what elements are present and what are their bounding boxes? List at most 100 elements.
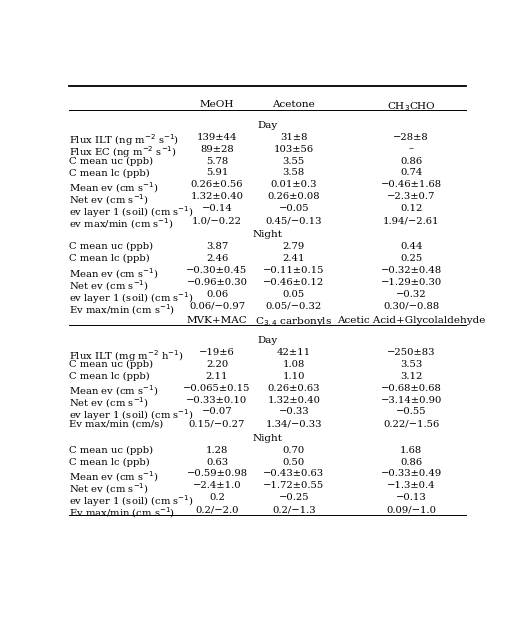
Text: −0.68±0.68: −0.68±0.68 [381,384,442,392]
Text: C mean uc (ppb): C mean uc (ppb) [69,446,153,455]
Text: 3.58: 3.58 [283,169,305,178]
Text: ev layer 1 (soil) (cm s$^{-1}$): ev layer 1 (soil) (cm s$^{-1}$) [69,408,194,423]
Text: Acetone: Acetone [272,100,315,109]
Text: 0.26±0.63: 0.26±0.63 [268,384,320,392]
Text: −0.30±0.45: −0.30±0.45 [186,266,247,275]
Text: −0.25: −0.25 [279,494,309,502]
Text: 1.32±0.40: 1.32±0.40 [191,192,243,201]
Text: C mean uc (ppb): C mean uc (ppb) [69,157,153,166]
Text: C mean lc (ppb): C mean lc (ppb) [69,254,150,264]
Text: Ev max/min (cm/s): Ev max/min (cm/s) [69,420,163,428]
Text: –: – [409,145,413,154]
Text: −0.33: −0.33 [279,408,309,416]
Text: Net ev (cm s$^{-1}$): Net ev (cm s$^{-1}$) [69,278,149,293]
Text: 0.74: 0.74 [400,169,422,178]
Text: 1.68: 1.68 [400,446,422,454]
Text: 2.46: 2.46 [206,254,228,264]
Text: Day: Day [257,121,278,130]
Text: C$_{3,4}$ carbonyls: C$_{3,4}$ carbonyls [255,316,333,331]
Text: −0.065±0.15: −0.065±0.15 [183,384,251,392]
Text: −28±8: −28±8 [393,133,429,142]
Text: Night: Night [253,231,282,240]
Text: Net ev (cm s$^{-1}$): Net ev (cm s$^{-1}$) [69,396,149,410]
Text: −0.32±0.48: −0.32±0.48 [381,266,442,275]
Text: −0.14: −0.14 [201,204,232,213]
Text: 0.15/−0.27: 0.15/−0.27 [189,420,245,428]
Text: −0.13: −0.13 [396,494,426,502]
Text: 0.44: 0.44 [400,242,422,252]
Text: −0.96±0.30: −0.96±0.30 [186,278,247,287]
Text: −1.3±0.4: −1.3±0.4 [387,482,435,490]
Text: 5.91: 5.91 [206,169,228,178]
Text: Ev max/min (cm s$^{-1}$): Ev max/min (cm s$^{-1}$) [69,505,175,520]
Text: −1.29±0.30: −1.29±0.30 [381,278,442,287]
Text: −0.33±0.10: −0.33±0.10 [186,396,247,404]
Text: C mean uc (ppb): C mean uc (ppb) [69,360,153,369]
Text: Day: Day [257,336,278,345]
Text: ev layer 1 (soil) (cm s$^{-1}$): ev layer 1 (soil) (cm s$^{-1}$) [69,494,194,509]
Text: 0.63: 0.63 [206,458,228,466]
Text: 0.45/−0.13: 0.45/−0.13 [266,216,322,225]
Text: −0.07: −0.07 [201,408,232,416]
Text: Flux ILT (ng m$^{-2}$ s$^{-1}$): Flux ILT (ng m$^{-2}$ s$^{-1}$) [69,133,180,149]
Text: 1.28: 1.28 [206,446,228,454]
Text: 1.32±0.40: 1.32±0.40 [267,396,321,404]
Text: −2.4±1.0: −2.4±1.0 [193,482,241,490]
Text: 0.06: 0.06 [206,290,228,299]
Text: 2.20: 2.20 [206,360,228,369]
Text: Mean ev (cm s$^{-1}$): Mean ev (cm s$^{-1}$) [69,470,159,484]
Text: 3.53: 3.53 [400,360,422,369]
Text: 89±28: 89±28 [200,145,234,154]
Text: 0.01±0.3: 0.01±0.3 [270,180,317,190]
Text: −3.14±0.90: −3.14±0.90 [381,396,442,404]
Text: 3.55: 3.55 [283,157,305,166]
Text: 0.50: 0.50 [283,458,305,466]
Text: MeOH: MeOH [200,100,234,109]
Text: 0.26±0.08: 0.26±0.08 [267,192,320,201]
Text: 0.30/−0.88: 0.30/−0.88 [383,302,440,311]
Text: 0.09/−1.0: 0.09/−1.0 [386,505,436,514]
Text: 0.26±0.56: 0.26±0.56 [191,180,243,190]
Text: C mean lc (ppb): C mean lc (ppb) [69,372,150,381]
Text: Mean ev (cm s$^{-1}$): Mean ev (cm s$^{-1}$) [69,266,159,281]
Text: Mean ev (cm s$^{-1}$): Mean ev (cm s$^{-1}$) [69,180,159,195]
Text: ev layer 1 (soil) (cm s$^{-1}$): ev layer 1 (soil) (cm s$^{-1}$) [69,290,194,306]
Text: Flux EC (ng m$^{-2}$ s$^{-1}$): Flux EC (ng m$^{-2}$ s$^{-1}$) [69,145,177,161]
Text: Night: Night [253,434,282,442]
Text: −0.59±0.98: −0.59±0.98 [186,470,247,478]
Text: −0.46±0.12: −0.46±0.12 [263,278,325,287]
Text: 5.78: 5.78 [206,157,228,166]
Text: C mean uc (ppb): C mean uc (ppb) [69,242,153,252]
Text: −0.55: −0.55 [396,408,426,416]
Text: 2.79: 2.79 [283,242,305,252]
Text: 31±8: 31±8 [280,133,307,142]
Text: Ev max/min (cm s$^{-1}$): Ev max/min (cm s$^{-1}$) [69,302,175,317]
Text: 0.2: 0.2 [209,494,225,502]
Text: 1.10: 1.10 [282,372,305,380]
Text: 0.12: 0.12 [400,204,422,213]
Text: C mean lc (ppb): C mean lc (ppb) [69,169,150,178]
Text: 42±11: 42±11 [277,348,311,357]
Text: 0.86: 0.86 [400,157,422,166]
Text: Mean ev (cm s$^{-1}$): Mean ev (cm s$^{-1}$) [69,384,159,398]
Text: 1.34/−0.33: 1.34/−0.33 [266,420,322,428]
Text: ev max/min (cm s$^{-1}$): ev max/min (cm s$^{-1}$) [69,216,174,231]
Text: C mean lc (ppb): C mean lc (ppb) [69,458,150,466]
Text: Net ev (cm s$^{-1}$): Net ev (cm s$^{-1}$) [69,192,149,207]
Text: 0.05/−0.32: 0.05/−0.32 [266,302,322,311]
Text: 1.08: 1.08 [282,360,305,369]
Text: −19±6: −19±6 [199,348,235,357]
Text: −0.33±0.49: −0.33±0.49 [381,470,442,478]
Text: −1.72±0.55: −1.72±0.55 [263,482,325,490]
Text: 2.11: 2.11 [206,372,228,380]
Text: 3.87: 3.87 [206,242,228,252]
Text: 2.41: 2.41 [282,254,305,264]
Text: 0.05: 0.05 [283,290,305,299]
Text: −0.05: −0.05 [279,204,309,213]
Text: 1.94/−2.61: 1.94/−2.61 [383,216,440,225]
Text: 0.70: 0.70 [283,446,305,454]
Text: −0.32: −0.32 [396,290,426,299]
Text: 0.2/−1.3: 0.2/−1.3 [272,505,316,514]
Text: 1.0/−0.22: 1.0/−0.22 [192,216,242,225]
Text: −2.3±0.7: −2.3±0.7 [387,192,435,201]
